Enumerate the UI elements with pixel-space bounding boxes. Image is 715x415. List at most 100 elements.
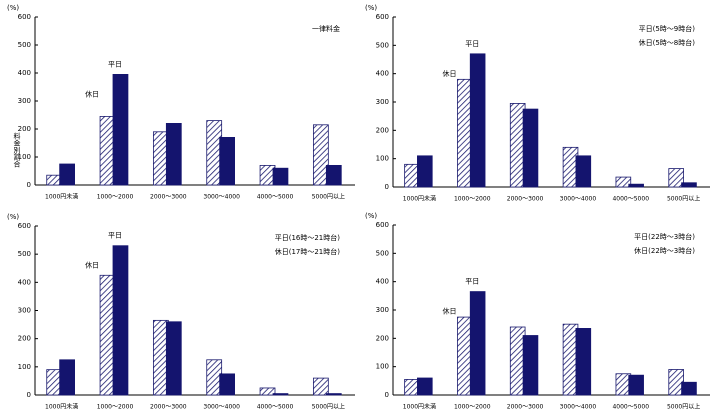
annotation: 平日(5時～9時台) — [639, 24, 696, 33]
series-label: 休日 — [442, 69, 456, 78]
x-tick-label: 3000～4000 — [203, 404, 240, 411]
bar — [522, 335, 539, 396]
bar — [219, 373, 236, 396]
y-tick-label: 400 — [376, 278, 389, 286]
bar — [469, 291, 486, 396]
unit-label: (%) — [7, 213, 19, 221]
annotation: 休日(22時～3時台) — [634, 246, 695, 255]
bar — [59, 163, 76, 186]
series-label: 平日 — [465, 40, 479, 48]
y-tick-label: 200 — [18, 335, 31, 343]
bar — [628, 374, 644, 396]
bar — [575, 328, 592, 396]
x-tick-label: 2000～3000 — [507, 196, 544, 203]
bar — [325, 393, 342, 396]
bar — [165, 123, 182, 186]
annotation: 一律料金 — [312, 24, 340, 33]
y-tick-label: 300 — [376, 306, 389, 314]
y-tick-label: 200 — [376, 334, 389, 342]
x-tick-label: 1000～2000 — [454, 196, 491, 203]
bar — [312, 377, 329, 396]
bar — [681, 182, 697, 188]
bar — [417, 155, 433, 188]
x-tick-label: 5000円以上 — [667, 403, 700, 411]
x-tick-label: 1000円未満 — [45, 403, 78, 411]
bar — [272, 393, 289, 396]
series-label: 休日 — [85, 261, 99, 270]
unit-label: (%) — [7, 4, 19, 12]
bar — [112, 245, 129, 396]
x-tick-label: 1000～2000 — [454, 404, 491, 411]
y-tick-label: 300 — [376, 98, 389, 106]
x-tick-label: 3000～4000 — [203, 194, 240, 201]
bar — [219, 136, 236, 186]
x-tick-label: 1000円未満 — [45, 193, 78, 201]
x-tick-label: 5000円以上 — [667, 195, 700, 203]
y-tick-label: 0 — [385, 183, 389, 191]
series-label: 平日 — [108, 60, 122, 68]
x-tick-label: 4000～5000 — [612, 404, 649, 411]
y-tick-label: 500 — [376, 249, 389, 257]
x-tick-label: 4000～5000 — [257, 194, 294, 201]
unit-label: (%) — [365, 212, 377, 220]
x-tick-label: 1000～2000 — [97, 404, 134, 411]
series-label: 平日 — [465, 278, 479, 286]
bar — [165, 321, 182, 396]
y-tick-label: 500 — [376, 41, 389, 49]
bar — [681, 381, 697, 396]
annotation: 休日(5時～8時台) — [639, 38, 696, 47]
bar — [59, 359, 76, 396]
x-tick-label: 2000～3000 — [150, 404, 187, 411]
bar — [522, 108, 539, 188]
x-tick-label: 3000～4000 — [560, 404, 597, 411]
x-tick-label: 2000～3000 — [507, 404, 544, 411]
y-tick-label: 400 — [18, 69, 31, 77]
y-tick-label: 0 — [27, 181, 31, 189]
bar — [325, 164, 342, 186]
y-tick-label: 500 — [18, 250, 31, 258]
bar — [259, 387, 276, 396]
y-tick-label: 600 — [18, 222, 31, 230]
bar — [272, 167, 289, 186]
bar — [628, 183, 644, 188]
annotation: 平日(22時～3時台) — [634, 232, 695, 241]
bar — [469, 53, 486, 188]
bar — [112, 74, 129, 186]
x-tick-label: 2000～3000 — [150, 194, 187, 201]
y-tick-label: 400 — [376, 70, 389, 78]
bar — [417, 377, 433, 396]
bar — [668, 168, 684, 188]
y-tick-label: 600 — [376, 13, 389, 21]
bar — [575, 155, 592, 188]
series-label: 休日 — [442, 307, 456, 316]
y-tick-label: 0 — [27, 391, 31, 399]
x-tick-label: 5000円以上 — [312, 193, 345, 201]
y-axis-label: 料金別割合 — [13, 132, 21, 169]
y-tick-label: 0 — [385, 391, 389, 399]
y-tick-label: 300 — [18, 97, 31, 105]
annotation: 平日(16時～21時台) — [275, 233, 341, 242]
y-tick-label: 100 — [376, 363, 389, 371]
y-tick-label: 200 — [18, 125, 31, 133]
y-tick-label: 400 — [18, 278, 31, 286]
y-tick-label: 500 — [18, 41, 31, 49]
y-tick-label: 100 — [18, 363, 31, 371]
x-tick-label: 4000～5000 — [612, 196, 649, 203]
x-tick-label: 3000～4000 — [560, 196, 597, 203]
annotation: 休日(17時～21時台) — [275, 247, 341, 256]
y-tick-label: 600 — [18, 13, 31, 21]
unit-label: (%) — [365, 4, 377, 12]
y-tick-label: 600 — [376, 221, 389, 229]
bar — [312, 124, 329, 186]
x-tick-label: 1000円未満 — [403, 195, 436, 203]
series-label: 平日 — [108, 232, 122, 240]
series-label: 休日 — [85, 89, 99, 98]
y-tick-label: 300 — [18, 307, 31, 315]
y-tick-label: 200 — [376, 126, 389, 134]
x-tick-label: 5000円以上 — [312, 403, 345, 411]
x-tick-label: 4000～5000 — [257, 404, 294, 411]
y-tick-label: 100 — [376, 155, 389, 163]
x-tick-label: 1000円未満 — [403, 403, 436, 411]
y-tick-label: 100 — [18, 153, 31, 161]
